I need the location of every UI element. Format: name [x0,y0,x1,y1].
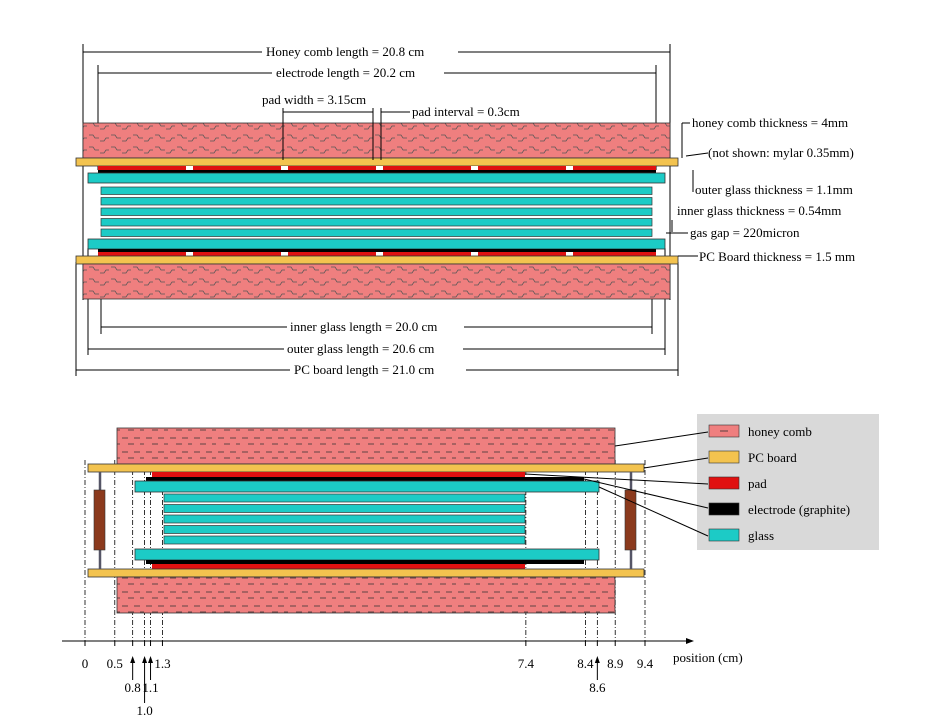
bottom-pcboard-lower [87,568,645,578]
bottom-pcboard-upper [87,463,645,473]
tick-pointer-arrow-icon [130,656,136,663]
axis-tick-label: 0.8 [125,680,141,695]
legend-label: pad [748,476,767,491]
bottom-honeycomb-upper [116,427,616,465]
honeycomb-thickness-label: honey comb thickness = 4mm [692,115,848,130]
legend-label: honey comb [748,424,812,439]
gas-gap-label: gas gap = 220micron [690,225,800,240]
inner-glass-plate [163,504,526,513]
inner-glass-plate [163,525,526,534]
axis-tick-label: 9.4 [637,656,654,671]
top-pads-upper [98,166,656,170]
axis-tick-label: 0.5 [107,656,123,671]
pad-gap [471,166,478,170]
pad-gap [566,252,573,256]
bottom-honeycomb-lower [116,576,616,614]
inner-glass-plate [100,218,653,227]
pcboard-swatch-icon [708,450,740,464]
legend: honey comb PC board pad electrode (graphite… [708,424,850,543]
tick-pointer-arrow-icon [148,656,154,663]
inner-glass-plate [100,228,653,237]
inner-glass-plate [163,514,526,524]
bottom-outer-glass-lower [134,548,600,561]
top-diagram: Honey comb length = 20.8 cm electrode le… [75,44,855,377]
top-pads-lower [98,252,656,256]
outer-glass-length-label: outer glass length = 20.6 cm [287,341,434,356]
axis-tick-label: 8.9 [607,656,623,671]
pad-swatch-icon [708,476,740,490]
axis-tick-label: 7.4 [518,656,535,671]
axis-label: position (cm) [673,650,743,665]
inner-glass-plate [163,535,526,545]
tick-pointer-arrow-icon [594,656,600,663]
axis-tick-label: 8.6 [589,680,606,695]
legend-label: glass [748,528,774,543]
bottom-electrode-lower [146,560,584,564]
axis-tick-label: 1.3 [154,656,170,671]
bottom-diagram: honey comb PC board pad electrode (graphite… [62,414,879,718]
top-outer-glass-upper [87,172,666,184]
bottom-pad-upper [152,472,525,477]
axis-tick-label: 1.0 [136,703,152,718]
top-inner-glass-stack [100,186,653,237]
electrode-length-label: electrode length = 20.2 cm [276,65,415,80]
outer-glass-thickness-label: outer glass thickness = 1.1mm [695,182,853,197]
glass-swatch-icon [708,528,740,542]
bottom-pad-lower [152,564,525,569]
axis-ticks: 0 0.50.8 1.0 1.1 1.3 7.4 8.4 8.68.9 9.4 [82,641,654,718]
right-spacer [624,472,637,569]
mylar-note-label: (not shown: mylar 0.35mm) [708,145,854,160]
pcboard-length-label: PC board length = 21.0 cm [294,362,434,377]
honeycomb-length-label: Honey comb length = 20.8 cm [266,44,424,59]
pad-gap [281,252,288,256]
pad-width-label: pad width = 3.15cm [262,92,366,107]
pad-gap [376,166,383,170]
top-honeycomb-upper [82,122,671,159]
axis-tick-label: 0 [82,656,89,671]
top-electrode-upper [98,170,656,173]
pad-gap [186,166,193,170]
pad-gap [566,166,573,170]
top-pcboard-upper [75,157,679,167]
axis-tick-label: 1.1 [142,680,158,695]
bottom-outer-glass-upper [134,480,600,493]
top-honeycomb-lower [82,263,671,300]
bottom-electrode-upper [146,477,584,481]
pcboard-thickness-label: PC Board thickness = 1.5 mm [699,249,855,264]
left-spacer [93,472,106,569]
top-outer-glass-lower [87,238,666,250]
pad-gap [281,166,288,170]
pad-gap [471,252,478,256]
inner-glass-plate [100,186,653,195]
axis-arrow-icon [686,638,694,644]
legend-label: PC board [748,450,797,465]
inner-glass-plate [163,493,526,503]
inner-glass-plate [100,207,653,216]
top-electrode-lower [98,249,656,252]
top-pcboard-lower [75,255,679,265]
bottom-inner-glass-stack [163,493,526,545]
axis-tick-label: 8.4 [577,656,594,671]
tick-pointer-arrow-icon [142,656,148,663]
inner-glass-length-label: inner glass length = 20.0 cm [290,319,437,334]
inner-glass-plate [100,197,653,206]
legend-label: electrode (graphite) [748,502,850,517]
electrode-swatch-icon [708,502,740,516]
pad-gap [376,252,383,256]
pad-interval-label: pad interval = 0.3cm [412,104,520,119]
pad-gap [186,252,193,256]
inner-glass-thickness-label: inner glass thickness = 0.54mm [677,203,841,218]
